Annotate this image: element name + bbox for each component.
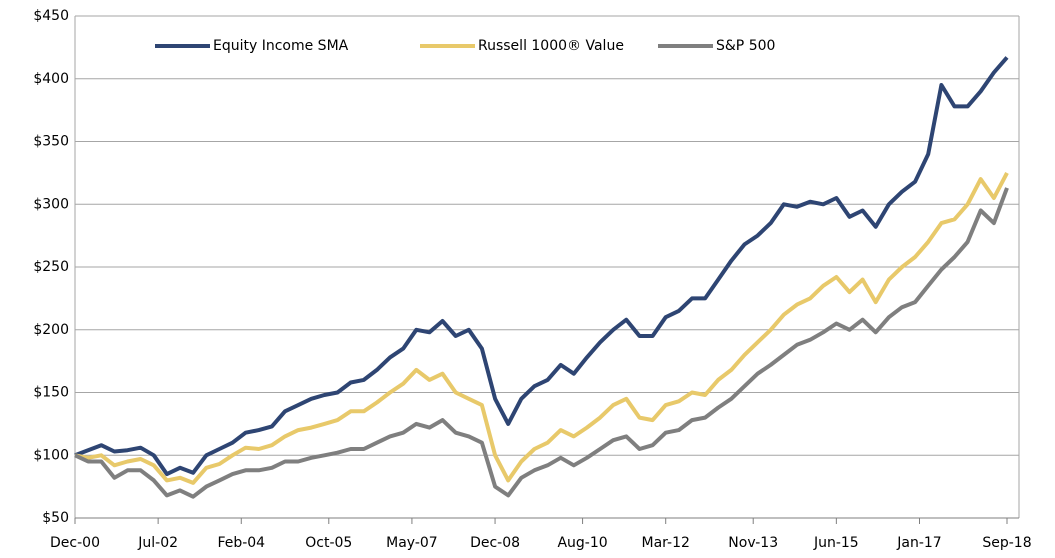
y-tick-label: $100 <box>33 447 69 463</box>
y-tick-label: $400 <box>33 71 69 87</box>
x-tick-label: Jun-15 <box>813 535 859 551</box>
x-tick-label: Oct-05 <box>305 535 352 551</box>
y-tick-label: $250 <box>33 259 69 275</box>
x-tick-label: Jul-02 <box>137 535 178 551</box>
series-line <box>74 187 1009 499</box>
series-line <box>74 171 1009 485</box>
x-tick-label: Sep-18 <box>982 535 1031 551</box>
y-tick-label: $300 <box>33 196 69 212</box>
x-tick-label: Nov-13 <box>728 535 778 551</box>
legend-label: Equity Income SMA <box>213 38 349 54</box>
y-tick-label: $450 <box>33 8 69 24</box>
y-tick-label: $50 <box>42 510 69 526</box>
x-tick-label: Dec-00 <box>50 535 100 551</box>
x-tick-label: Feb-04 <box>217 535 265 551</box>
x-tick-label: May-07 <box>386 535 438 551</box>
y-tick-label: $150 <box>33 385 69 401</box>
y-tick-label: $200 <box>33 322 69 338</box>
legend-label: S&P 500 <box>716 38 775 54</box>
x-tick-label: Dec-08 <box>470 535 520 551</box>
x-tick-label: Jan-17 <box>896 535 941 551</box>
legend-label: Russell 1000® Value <box>478 38 624 54</box>
x-tick-label: Mar-12 <box>642 535 690 551</box>
x-tick-label: Aug-10 <box>557 535 607 551</box>
series-line <box>74 56 1009 477</box>
y-tick-label: $350 <box>33 134 69 150</box>
